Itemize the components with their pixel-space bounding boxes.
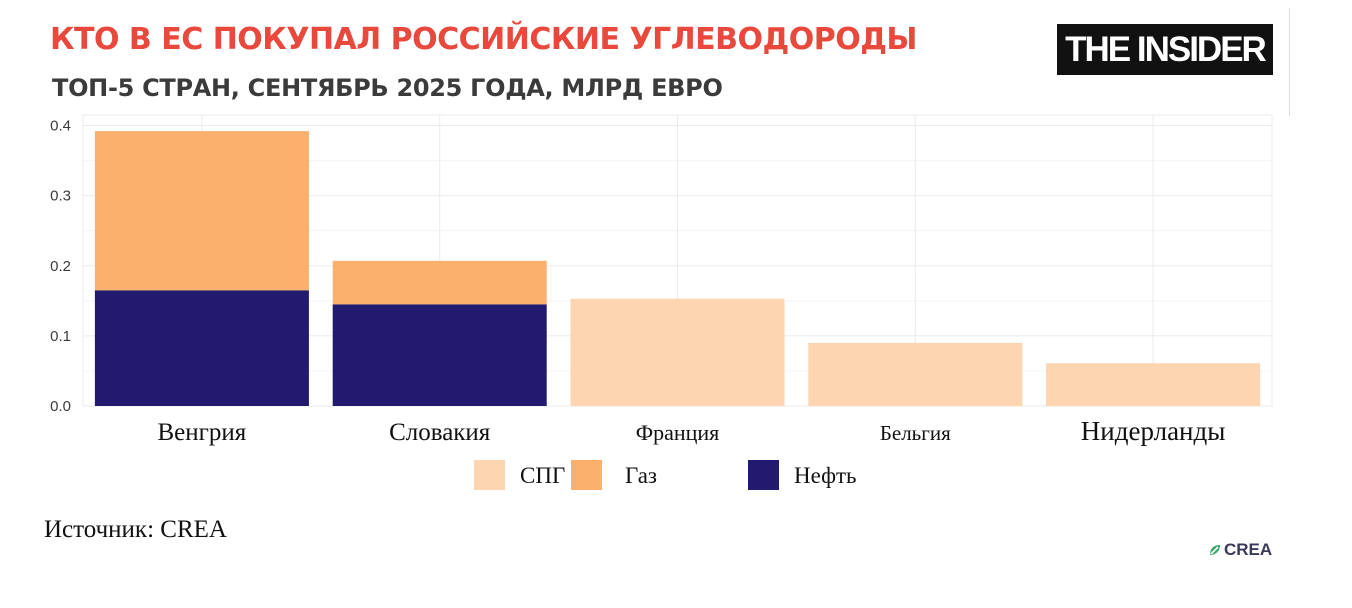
crea-leaf-icon bbox=[1210, 545, 1220, 555]
y-tick-label: 0.3 bbox=[50, 188, 71, 205]
bar-СПГ bbox=[1046, 363, 1261, 406]
crea-logo-text: CREA bbox=[1224, 540, 1273, 559]
y-axis-ticks: 0.0 0.1 0.2 0.3 0.4 bbox=[50, 118, 71, 416]
chart-title: КТО В ЕС ПОКУПАЛ РОССИЙСКИЕ УГЛЕВОДОРОДЫ bbox=[50, 22, 918, 57]
bar-Нефть bbox=[332, 304, 547, 406]
legend-label: СПГ bbox=[520, 463, 565, 488]
bar-СПГ bbox=[570, 298, 785, 406]
source-note: Источник: CREA bbox=[44, 516, 227, 543]
legend-swatch bbox=[571, 460, 602, 490]
crea-logo: CREA bbox=[1208, 540, 1272, 560]
bars-layer bbox=[94, 131, 1261, 406]
legend-label: Нефть bbox=[794, 463, 857, 488]
x-tick-label: Нидерланды bbox=[1081, 416, 1226, 446]
bar-СПГ bbox=[808, 342, 1023, 406]
y-tick-label: 0.0 bbox=[50, 398, 71, 415]
divider-line bbox=[1289, 8, 1290, 116]
x-tick-label: Словакия bbox=[389, 419, 491, 446]
legend: СПГ Газ Нефть bbox=[474, 460, 857, 490]
x-tick-label: Франция bbox=[636, 420, 720, 445]
x-axis-ticks: Венгрия Словакия Франция Бельгия Нидерланды bbox=[158, 416, 1226, 446]
chart-subtitle: ТОП-5 СТРАН, СЕНТЯБРЬ 2025 ГОДА, МЛРД ЕВ… bbox=[52, 74, 723, 102]
bar-Газ bbox=[94, 131, 309, 291]
x-tick-label: Венгрия bbox=[158, 419, 247, 446]
x-tick-label: Бельгия bbox=[880, 421, 951, 445]
bar-Нефть bbox=[94, 290, 309, 406]
y-tick-label: 0.2 bbox=[50, 258, 71, 275]
y-tick-label: 0.4 bbox=[50, 118, 71, 135]
the-insider-logo: THE INSIDER bbox=[1057, 24, 1273, 75]
legend-swatch bbox=[474, 460, 505, 490]
bar-Газ bbox=[332, 260, 547, 305]
legend-label: Газ bbox=[625, 463, 657, 488]
y-tick-label: 0.1 bbox=[50, 328, 71, 345]
legend-swatch bbox=[748, 460, 779, 490]
